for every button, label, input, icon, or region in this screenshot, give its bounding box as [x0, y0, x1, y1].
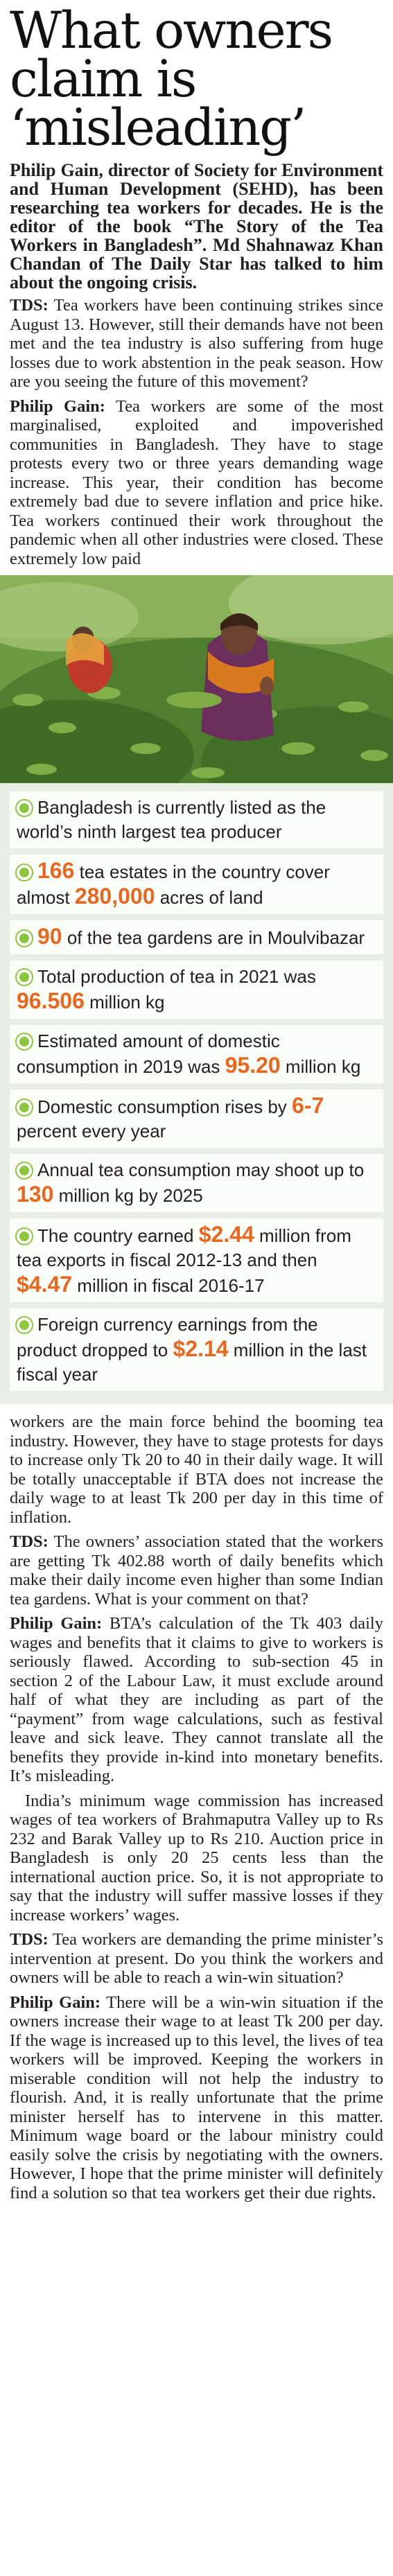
- bullet-icon: [17, 1163, 32, 1178]
- question-text: The owners’ association stated that the …: [10, 1532, 383, 1609]
- interview-part-2: workers are the main force behind the bo…: [10, 1412, 383, 2202]
- tea-garden-illustration: [0, 575, 393, 783]
- question-1: TDS: Tea workers have been continuing st…: [10, 296, 383, 392]
- facts-panel: Bangladesh is currently listed as the wo…: [0, 575, 393, 1404]
- bullet-icon: [17, 1034, 32, 1049]
- question-label: TDS:: [10, 1532, 49, 1551]
- answer-label: Philip Gain:: [10, 396, 105, 416]
- fact-item: 166 tea estates in the country cover alm…: [10, 855, 383, 914]
- question-label: TDS:: [10, 296, 49, 315]
- question-text: Tea workers have been continuing strikes…: [10, 296, 383, 391]
- question-3: TDS: Tea workers are demanding the prime…: [10, 1930, 383, 1988]
- answer-1: Philip Gain: Tea workers are some of the…: [10, 397, 383, 569]
- answer-2: Philip Gain: BTA’s calculation of the Tk…: [10, 1614, 383, 1786]
- headline: What owners claim is ‘misleading’: [10, 1, 383, 157]
- interview-part-1: TDS: Tea workers have been continuing st…: [10, 296, 383, 568]
- question-2: TDS: The owners’ association stated that…: [10, 1532, 383, 1609]
- facts-list: Bangladesh is currently listed as the wo…: [0, 783, 393, 1391]
- answer-1-continued: workers are the main force behind the bo…: [10, 1412, 383, 1527]
- fact-item: Foreign currency earnings from the produ…: [10, 1308, 383, 1391]
- bullet-icon: [17, 970, 32, 985]
- answer-text: BTA’s calculation of the Tk 403 daily wa…: [10, 1614, 383, 1785]
- bullet-icon: [17, 1317, 32, 1333]
- fact-item: Annual tea consumption may shoot up to 1…: [10, 1154, 383, 1212]
- headline-line-3: ‘misleading’: [10, 98, 306, 157]
- bullet-icon: [17, 931, 32, 946]
- fact-item: Estimated amount of domestic consumption…: [10, 1025, 383, 1083]
- fact-item: Bangladesh is currently listed as the wo…: [10, 791, 383, 848]
- question-text: Tea workers are demanding the prime mini…: [10, 1930, 383, 1987]
- answer-label: Philip Gain:: [10, 1992, 101, 2012]
- answer-text: Tea workers are some of the most margina…: [10, 396, 383, 568]
- bullet-icon: [17, 1100, 32, 1115]
- bullet-icon: [17, 1229, 32, 1244]
- intro-paragraph: Philip Gain, director of Society for Env…: [10, 160, 383, 292]
- fact-item: Domestic consumption rises by 6-7 percen…: [10, 1089, 383, 1148]
- bullet-icon: [17, 865, 32, 880]
- fact-item: Total production of tea in 2021 was 96.5…: [10, 961, 383, 1019]
- tea-garden-photo: [0, 575, 393, 783]
- answer-2-continued: India’s minimum wage commission has incr…: [10, 1791, 383, 1925]
- question-label: TDS:: [10, 1930, 49, 1949]
- headline-line-1: What owners: [10, 1, 333, 60]
- headline-line-2: claim is: [10, 50, 197, 109]
- bullet-icon: [17, 800, 32, 816]
- answer-label: Philip Gain:: [10, 1614, 103, 1633]
- fact-item: The country earned $2.44 million from te…: [10, 1218, 383, 1302]
- answer-3: Philip Gain: There will be a win-win sit…: [10, 1993, 383, 2203]
- answer-text: There will be a win-win situation if the…: [10, 1992, 383, 2202]
- fact-item: 90 of the tea gardens are in Moulvibazar: [10, 920, 383, 954]
